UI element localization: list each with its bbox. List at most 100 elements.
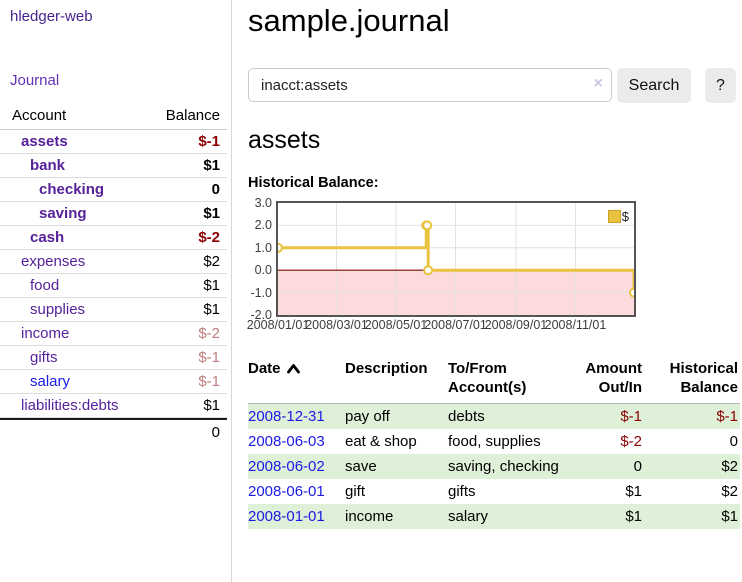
transaction-accounts: salary xyxy=(448,508,489,525)
register-header-historical-balance: Historical Balance xyxy=(644,357,740,404)
legend-swatch-icon xyxy=(607,210,621,223)
x-axis-tick-label: 2008/05/01 xyxy=(364,318,428,332)
balance-column-header: Balance xyxy=(165,107,220,124)
account-row: cash $-2 xyxy=(0,226,227,250)
chart-label: Historical Balance: xyxy=(248,175,379,191)
transaction-description: gift xyxy=(345,483,366,500)
transaction-amount: $-2 xyxy=(620,433,642,450)
transaction-description: eat & shop xyxy=(345,433,417,450)
chart-legend: $ xyxy=(606,209,630,224)
chart-plot-area: $ xyxy=(276,201,636,317)
transaction-date-link[interactable]: 2008-12-31 xyxy=(248,408,325,425)
transaction-date-link[interactable]: 2008-06-02 xyxy=(248,458,325,475)
sidebar-item-journal[interactable]: Journal xyxy=(10,72,60,89)
main-content: sample.journal × Search ? assets Histori… xyxy=(246,0,742,529)
legend-label: $ xyxy=(621,209,629,224)
account-row: supplies $1 xyxy=(0,298,227,322)
transaction-date-link[interactable]: 2008-06-03 xyxy=(248,433,325,450)
account-balance: $1 xyxy=(203,205,220,222)
account-link-checking[interactable]: checking xyxy=(39,181,105,198)
account-row: assets $-1 xyxy=(0,130,227,154)
page-title: sample.journal xyxy=(248,3,450,38)
account-balance: $1 xyxy=(203,301,220,318)
y-axis-tick-label: 0.0 xyxy=(254,263,272,278)
register-header-to-from-account-s-: To/From Account(s) xyxy=(448,357,568,404)
y-axis-tick-label: 3.0 xyxy=(254,196,272,210)
clear-search-icon[interactable]: × xyxy=(593,75,603,92)
accounts-table: Account Balance assets $-1 bank $1 checking 0… xyxy=(0,104,227,445)
x-axis-tick-label: 2008/01/01 xyxy=(246,318,310,332)
account-balance: $-1 xyxy=(198,349,220,366)
transaction-description: save xyxy=(345,458,377,475)
account-row: food $1 xyxy=(0,274,227,298)
account-balance: $2 xyxy=(203,253,220,270)
account-row: bank $1 xyxy=(0,154,227,178)
search-button[interactable]: Search xyxy=(617,68,691,103)
account-column-header: Account xyxy=(12,107,67,124)
brand-link[interactable]: hledger-web xyxy=(10,8,93,25)
register-row: 2008-06-02 save saving, checking 0 $2 xyxy=(248,454,740,479)
account-link-cash[interactable]: cash xyxy=(30,229,65,246)
transaction-accounts: gifts xyxy=(448,483,476,500)
accounts-total-value: 0 xyxy=(211,424,220,441)
transaction-balance: $2 xyxy=(721,483,738,500)
register-header-description: Description xyxy=(345,357,448,404)
register-row: 2008-01-01 income salary $1 $1 xyxy=(248,504,740,529)
account-balance: 0 xyxy=(211,181,220,198)
sort-asc-icon xyxy=(286,364,300,374)
account-link-liabilities-debts[interactable]: liabilities:debts xyxy=(21,397,119,414)
account-link-supplies[interactable]: supplies xyxy=(30,301,86,318)
register-header-date[interactable]: Date xyxy=(248,357,345,404)
register-row: 2008-06-03 eat & shop food, supplies $-2 0 xyxy=(248,429,740,454)
transaction-amount: $1 xyxy=(625,483,642,500)
account-link-salary[interactable]: salary xyxy=(30,373,71,390)
transaction-description: pay off xyxy=(345,408,390,425)
account-balance: $-1 xyxy=(198,133,220,150)
transaction-balance: $2 xyxy=(721,458,738,475)
account-row: salary $-1 xyxy=(0,370,227,394)
account-row: gifts $-1 xyxy=(0,346,227,370)
x-axis-tick-label: 2008/03/01 xyxy=(305,318,368,332)
transaction-amount: $-1 xyxy=(620,408,642,425)
account-row: liabilities:debts $1 xyxy=(0,394,227,418)
x-axis-tick-label: 2008/11/01 xyxy=(544,318,607,332)
transaction-balance: $1 xyxy=(721,508,738,525)
search-input[interactable] xyxy=(248,68,612,102)
account-title: assets xyxy=(248,126,321,154)
account-link-expenses[interactable]: expenses xyxy=(21,253,86,270)
x-axis-tick-label: 2008/07/01 xyxy=(424,318,487,332)
transaction-accounts: debts xyxy=(448,408,485,425)
account-balance: $1 xyxy=(203,397,220,414)
account-balance: $-1 xyxy=(198,373,220,390)
account-link-gifts[interactable]: gifts xyxy=(30,349,58,366)
account-balance: $-2 xyxy=(198,229,220,246)
y-axis-tick-label: 2.0 xyxy=(254,218,272,233)
account-balance: $1 xyxy=(203,277,220,294)
y-axis-tick-label: 1.0 xyxy=(254,240,272,255)
sidebar: hledger-web Journal Account Balance asse… xyxy=(0,0,232,582)
account-link-food[interactable]: food xyxy=(30,277,60,294)
account-row: income $-2 xyxy=(0,322,227,346)
y-axis-tick-label: -1.0 xyxy=(250,285,272,300)
accounts-total-row: 0 xyxy=(0,418,227,445)
transaction-accounts: saving, checking xyxy=(448,458,559,475)
register-row: 2008-06-01 gift gifts $1 $2 xyxy=(248,479,740,504)
account-link-income[interactable]: income xyxy=(21,325,70,342)
account-row: expenses $2 xyxy=(0,250,227,274)
x-axis-tick-label: 2008/09/01 xyxy=(484,318,548,332)
transaction-amount: $1 xyxy=(625,508,642,525)
account-link-saving[interactable]: saving xyxy=(39,205,87,222)
register-table: Date Description To/From Account(s) Amount … xyxy=(248,357,740,529)
transaction-description: income xyxy=(345,508,394,525)
register-header-amount-out-in: Amount Out/In xyxy=(568,357,644,404)
account-row: saving $1 xyxy=(0,202,227,226)
account-balance: $1 xyxy=(203,157,220,174)
help-button[interactable]: ? xyxy=(705,68,736,103)
account-row: checking 0 xyxy=(0,178,227,202)
account-link-assets[interactable]: assets xyxy=(21,133,68,150)
account-link-bank[interactable]: bank xyxy=(30,157,66,174)
transaction-balance: 0 xyxy=(729,433,738,450)
transaction-date-link[interactable]: 2008-01-01 xyxy=(248,508,325,525)
transaction-date-link[interactable]: 2008-06-01 xyxy=(248,483,325,500)
transaction-amount: 0 xyxy=(633,458,642,475)
